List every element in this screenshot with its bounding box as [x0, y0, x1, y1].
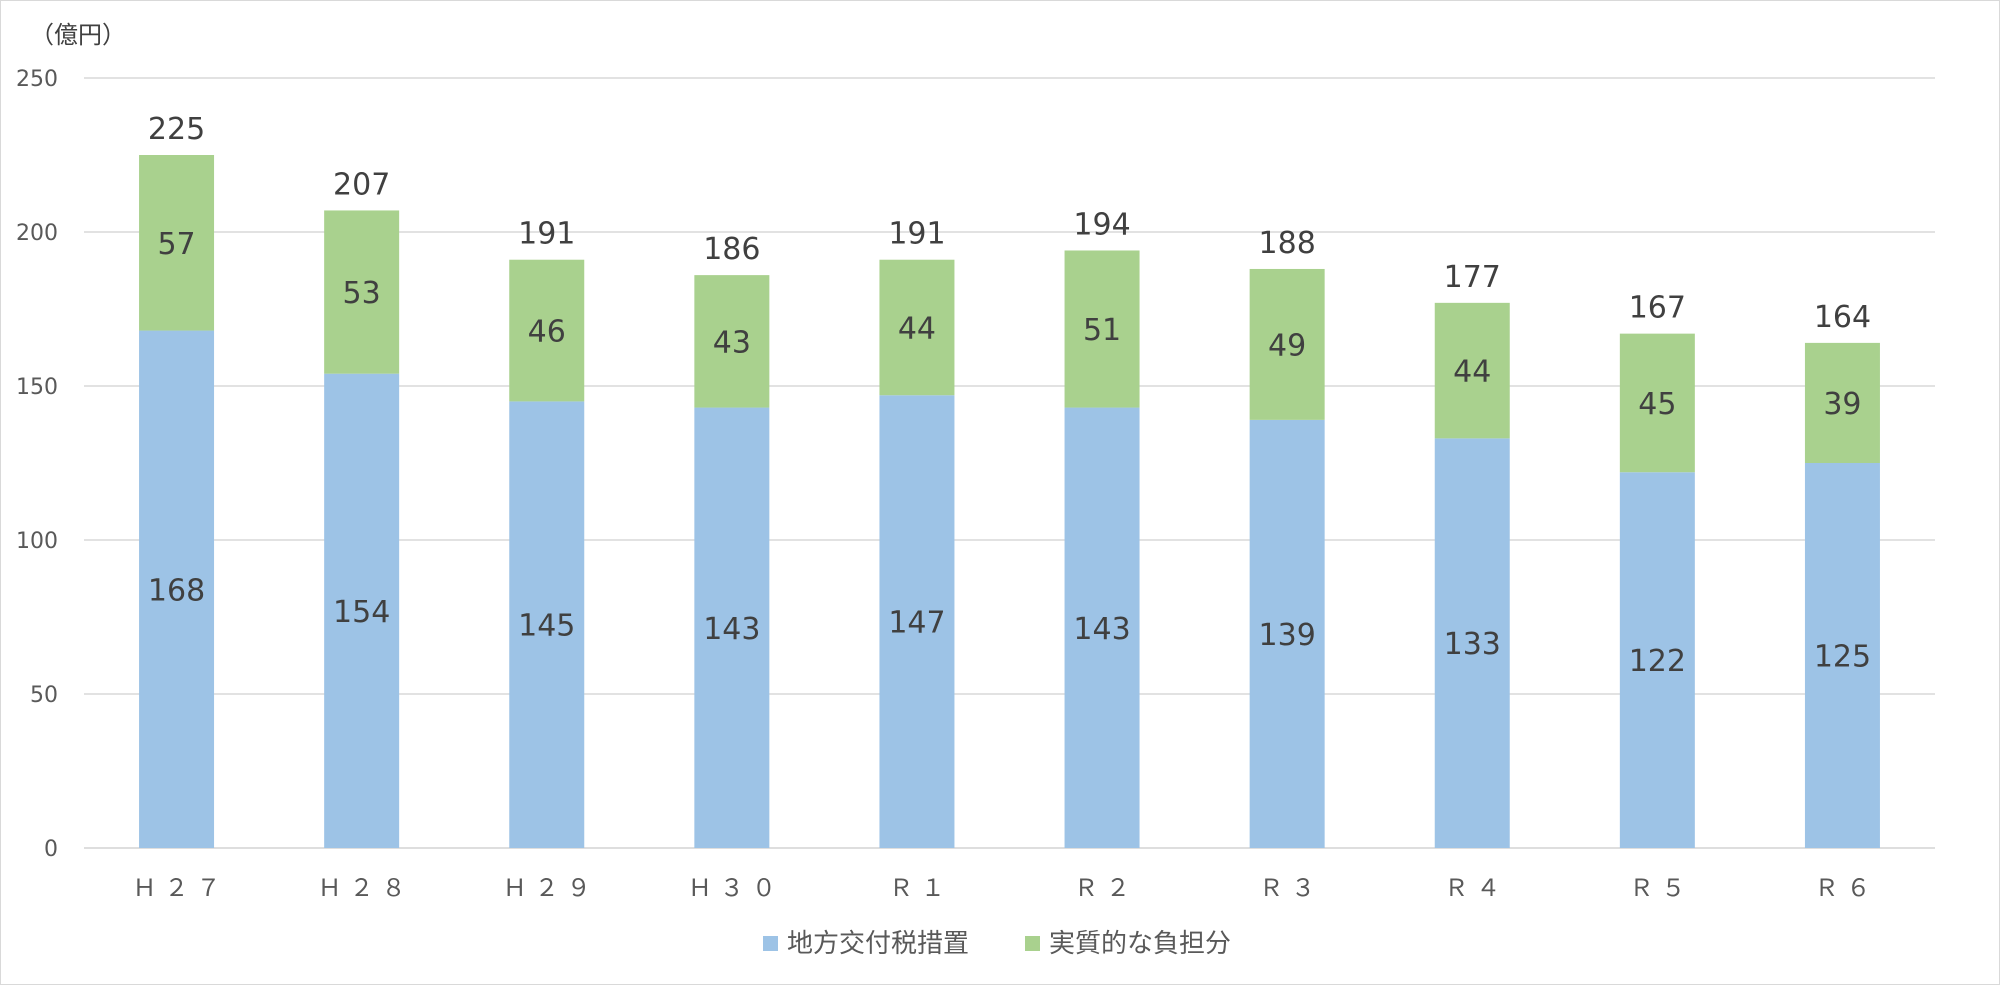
bar-segment-chiho-kofuzei [1434, 438, 1510, 848]
segment-value-label: 145 [518, 609, 575, 644]
bar-segment-chiho-kofuzei [1619, 472, 1695, 848]
y-tick-label: 200 [16, 221, 58, 246]
segment-value-label: 43 [713, 325, 751, 360]
x-category-label: Ｒ４ [1444, 874, 1508, 902]
bar-segment-jisshitsu-futan [139, 155, 215, 331]
bar-segment-jisshitsu-futan [879, 259, 955, 396]
legend-label-chiho-kofuzei: 地方交付税措置 [787, 929, 969, 959]
bar-segment-jisshitsu-futan [1619, 333, 1695, 473]
legend-swatch-chiho-kofuzei [763, 936, 778, 951]
x-category-label: Ｈ２８ [318, 874, 414, 902]
x-category-label: Ｈ２７ [133, 874, 229, 902]
bars: 168 57 225 154 53 207 145 46 191 143 43 186 147 44 191… [139, 112, 1880, 848]
bar-total-label: 225 [148, 112, 205, 147]
bar-total-label: 164 [1814, 300, 1871, 335]
segment-value-label: 147 [888, 606, 945, 641]
x-axis-categories: Ｈ２７ Ｈ２８ Ｈ２９ Ｈ３０ Ｒ１ Ｒ２ Ｒ３ Ｒ４ Ｒ５ Ｒ６ [133, 874, 1878, 902]
segment-value-label: 125 [1814, 640, 1871, 675]
bar-segment-jisshitsu-futan [1249, 268, 1325, 420]
bar-total-label: 188 [1259, 226, 1316, 261]
bar-segment-chiho-kofuzei [139, 330, 215, 848]
legend-swatch-jisshitsu-futan [1025, 936, 1040, 951]
y-axis-ticks: 0 50 100 150 200 250 [16, 67, 58, 862]
segment-value-label: 139 [1259, 618, 1316, 653]
segment-value-label: 44 [898, 311, 936, 346]
segment-value-label: 154 [333, 595, 390, 630]
bar-segment-chiho-kofuzei [1064, 407, 1140, 848]
x-category-label: Ｒ５ [1629, 874, 1693, 902]
x-category-label: Ｒ６ [1814, 874, 1878, 902]
bar-segment-jisshitsu-futan [324, 210, 400, 374]
bar-segment-jisshitsu-futan [509, 259, 585, 402]
segment-value-label: 46 [528, 315, 566, 350]
bar-segment-jisshitsu-futan [1434, 302, 1510, 439]
bar-segment-chiho-kofuzei [694, 407, 770, 848]
bar-total-label: 191 [888, 217, 945, 252]
segment-value-label: 49 [1268, 328, 1306, 363]
legend: 地方交付税措置 実質的な負担分 [763, 929, 1231, 959]
bar-segment-jisshitsu-futan [694, 275, 770, 408]
y-tick-label: 100 [16, 529, 58, 554]
x-category-label: Ｒ１ [889, 874, 953, 902]
x-category-label: Ｒ２ [1074, 874, 1138, 902]
bar-total-label: 207 [333, 167, 390, 202]
y-tick-label: 0 [44, 837, 58, 862]
segment-value-label: 39 [1823, 387, 1861, 422]
segment-value-label: 133 [1444, 627, 1501, 662]
segment-value-label: 57 [157, 227, 195, 262]
y-tick-label: 50 [30, 683, 58, 708]
legend-label-jisshitsu-futan: 実質的な負担分 [1049, 929, 1231, 959]
bar-total-label: 167 [1629, 291, 1686, 326]
bar-total-label: 191 [518, 217, 575, 252]
x-category-label: Ｈ２９ [503, 874, 599, 902]
bar-segment-chiho-kofuzei [509, 401, 585, 848]
segment-value-label: 122 [1629, 644, 1686, 679]
y-axis-unit-label: （億円） [30, 21, 126, 49]
segment-value-label: 51 [1083, 313, 1121, 348]
segment-value-label: 45 [1638, 387, 1676, 422]
segment-value-label: 44 [1453, 355, 1491, 390]
segment-value-label: 143 [1073, 612, 1130, 647]
bar-segment-chiho-kofuzei [1249, 419, 1325, 848]
bar-total-label: 177 [1444, 260, 1501, 295]
y-tick-label: 150 [16, 375, 58, 400]
bar-total-label: 194 [1073, 207, 1130, 242]
x-category-label: Ｈ３０ [688, 874, 784, 902]
bar-segment-jisshitsu-futan [1804, 342, 1880, 463]
segment-value-label: 168 [148, 573, 205, 608]
bar-total-label: 186 [703, 232, 760, 267]
bar-segment-chiho-kofuzei [324, 373, 400, 848]
y-tick-label: 250 [16, 67, 58, 92]
segment-value-label: 143 [703, 612, 760, 647]
bar-segment-chiho-kofuzei [1804, 463, 1880, 848]
segment-value-label: 53 [343, 276, 381, 311]
bar-segment-jisshitsu-futan [1064, 250, 1140, 408]
x-category-label: Ｒ３ [1259, 874, 1323, 902]
bar-segment-chiho-kofuzei [879, 395, 955, 848]
